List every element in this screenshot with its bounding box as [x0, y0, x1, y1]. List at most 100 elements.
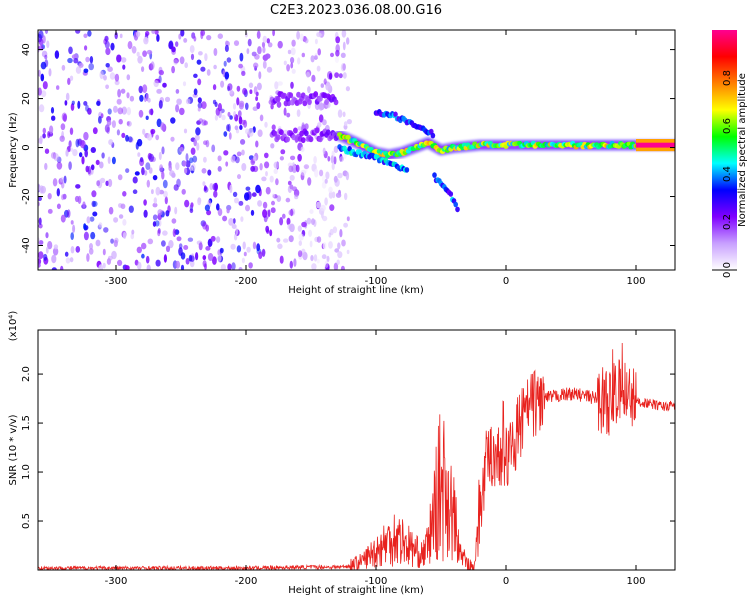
heatmap-cell: [272, 193, 275, 198]
heatmap-cell: [44, 54, 48, 60]
heatmap-cell: [271, 124, 276, 131]
heatmap-cell: [107, 66, 113, 72]
heatmap-cell: [289, 174, 295, 181]
heatmap-cell: [87, 107, 92, 115]
heatmap-cell: [85, 56, 90, 63]
heatmap-cell: [276, 237, 281, 243]
heatmap-cell: [101, 152, 105, 159]
heatmap-cell: [108, 206, 114, 215]
heatmap-cell: [117, 88, 121, 98]
heatmap-cell: [122, 219, 127, 226]
spectrogram-frame: [37, 29, 676, 271]
heatmap-cell: [283, 238, 289, 243]
heatmap-cell: [83, 101, 88, 106]
heatmap-cell: [107, 108, 112, 115]
heatmap-cell: [326, 255, 330, 262]
heatmap-cell: [288, 165, 294, 173]
colorbar-tick-label: 0.0: [722, 262, 733, 278]
heatmap-cell: [212, 256, 217, 265]
heatmap-cell: [296, 30, 300, 40]
y-tick-label: 2.0: [21, 366, 32, 382]
heatmap-cell: [143, 170, 148, 176]
heatmap-cell: [145, 162, 151, 171]
heatmap-cell: [99, 70, 104, 80]
heatmap-cell: [340, 52, 346, 58]
heatmap-cell: [185, 153, 189, 162]
spectrogram-y-axis-label: Frequency (Hz): [8, 112, 19, 188]
heatmap-cell: [256, 82, 262, 91]
heatmap-cell: [151, 30, 156, 34]
heatmap-cell: [96, 100, 101, 106]
y-tick-label: 40: [21, 43, 32, 56]
heatmap-cell: [154, 30, 159, 35]
heatmap-cell: [277, 40, 283, 49]
heatmap-cell: [194, 134, 200, 141]
heatmap-cell: [65, 92, 70, 101]
heatmap-cell: [279, 156, 284, 161]
heatmap-cell: [333, 99, 339, 106]
heatmap-cell: [286, 64, 290, 72]
heatmap-cell: [290, 57, 295, 64]
heatmap-cell: [316, 258, 320, 264]
heatmap-cell: [322, 147, 326, 155]
snr-y-multiplier: (x10⁴): [8, 311, 19, 342]
heatmap-cell: [316, 65, 321, 72]
heatmap-cell: [38, 30, 44, 39]
heatmap-cell: [329, 204, 335, 212]
heatmap-cell: [335, 49, 340, 57]
heatmap-cell: [325, 129, 331, 136]
heatmap-cell: [283, 60, 287, 66]
heatmap-cell: [171, 65, 176, 74]
heatmap-cell: [196, 59, 202, 65]
heatmap-cell: [202, 255, 207, 261]
heatmap-cell: [248, 82, 254, 89]
heatmap-cell: [223, 131, 228, 137]
heatmap-cell: [265, 186, 271, 195]
heatmap-cell: [238, 63, 244, 69]
heatmap-cell: [275, 96, 281, 102]
heatmap-cell: [38, 251, 44, 259]
heatmap-cell: [48, 68, 52, 77]
heatmap-cell: [145, 115, 149, 121]
heatmap-cell: [343, 222, 348, 228]
heatmap-cell: [75, 246, 81, 253]
heatmap-cell: [60, 265, 64, 270]
heatmap-cell: [127, 41, 133, 50]
heatmap-cell: [170, 136, 175, 142]
heatmap-cell: [307, 177, 312, 186]
heatmap-cell: [270, 103, 274, 110]
heatmap-cell: [116, 98, 122, 105]
heatmap-cell: [264, 53, 271, 59]
heatmap-cell: [342, 72, 347, 79]
heatmap-cell: [38, 45, 44, 51]
heatmap-cell: [337, 172, 343, 179]
heatmap-cell: [107, 178, 113, 188]
heatmap-cell: [126, 92, 130, 99]
y-tick-label: -40: [21, 237, 32, 253]
heatmap-cell: [346, 249, 350, 255]
heatmap-cell: [337, 251, 343, 259]
heatmap-cell: [254, 53, 260, 60]
heatmap-cell: [136, 246, 142, 254]
heatmap-cell: [205, 224, 209, 232]
heatmap-cell: [122, 232, 127, 239]
heatmap-cell: [237, 110, 242, 118]
heatmap-cell: [64, 100, 68, 106]
heatmap-cell: [152, 221, 157, 227]
heatmap-cell: [131, 229, 135, 235]
heatmap-cell: [157, 228, 161, 234]
heatmap-cell: [333, 145, 339, 153]
heatmap-cell: [282, 213, 286, 219]
heatmap-cell: [296, 109, 301, 117]
heatmap-cell: [236, 151, 242, 157]
heatmap-cell: [264, 161, 270, 169]
heatmap-cell: [266, 66, 273, 73]
heatmap-cell: [257, 46, 262, 55]
heatmap-cell: [146, 133, 153, 141]
heatmap-cell: [189, 157, 194, 164]
heatmap-cell: [145, 255, 150, 264]
heatmap-cell: [190, 53, 195, 61]
heatmap-cell: [95, 239, 101, 247]
heatmap-cell: [150, 108, 154, 116]
heatmap-cell: [111, 156, 116, 165]
